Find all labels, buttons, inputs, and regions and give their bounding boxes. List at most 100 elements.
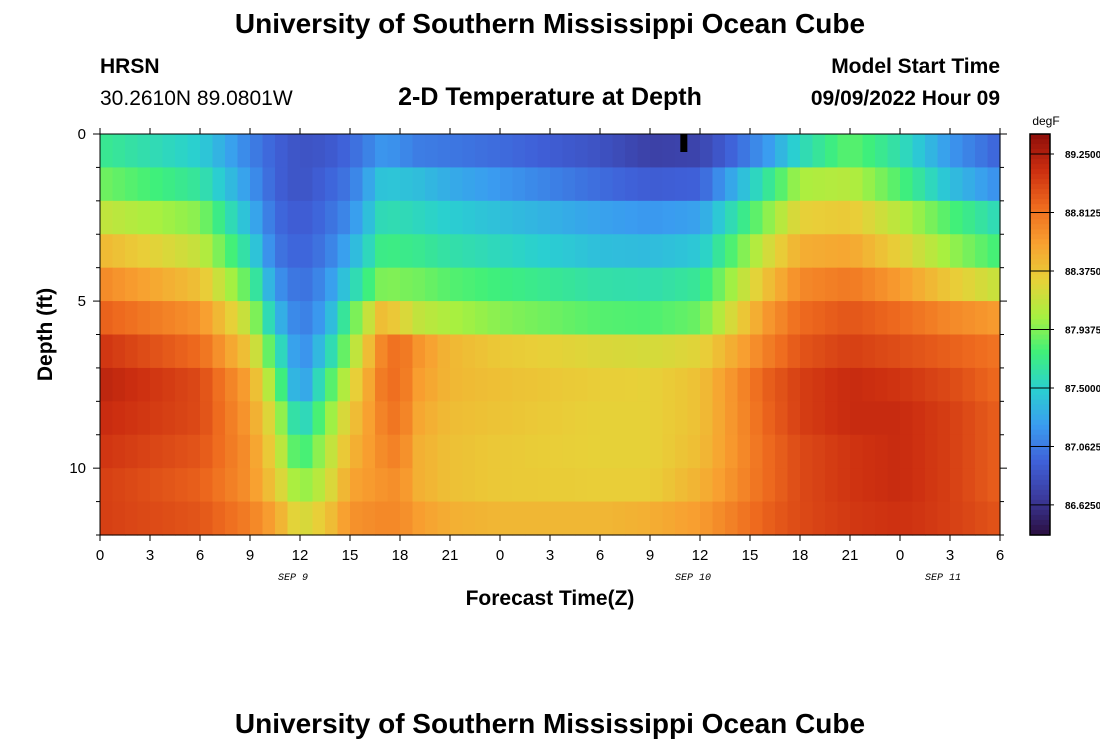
heatmap-cell xyxy=(712,134,726,169)
heatmap-cell xyxy=(600,401,614,436)
heatmap-cell xyxy=(925,200,939,235)
heatmap-cell xyxy=(250,434,264,469)
heatmap-cell xyxy=(812,501,826,536)
heatmap-cell xyxy=(987,200,1001,235)
heatmap-cell xyxy=(812,434,826,469)
heatmap-cell xyxy=(412,167,426,202)
heatmap-cell xyxy=(262,234,276,269)
heatmap-cell xyxy=(675,167,689,202)
heatmap-cell xyxy=(462,434,476,469)
heatmap-cell xyxy=(112,468,126,503)
heatmap-cell xyxy=(762,200,776,235)
heatmap-cell xyxy=(362,200,376,235)
x-tick-label: 21 xyxy=(442,547,459,564)
heatmap-cell xyxy=(975,334,989,369)
heatmap-cell xyxy=(775,468,789,503)
heatmap-cell xyxy=(900,367,914,402)
heatmap-cell xyxy=(900,234,914,269)
colorbar-cell xyxy=(1030,174,1050,180)
heatmap-cell xyxy=(787,200,801,235)
heatmap-cell xyxy=(775,401,789,436)
heatmap-cell xyxy=(500,501,514,536)
colorbar-cell xyxy=(1030,414,1050,421)
colorbar-cell xyxy=(1030,184,1050,190)
heatmap-cell xyxy=(925,167,939,202)
heatmap-cell xyxy=(300,468,314,503)
heatmap-cell xyxy=(450,401,464,436)
heatmap-cell xyxy=(200,468,214,503)
heatmap-cell xyxy=(262,434,276,469)
heatmap-cell xyxy=(750,468,764,503)
heatmap-cell xyxy=(862,468,876,503)
heatmap-cell xyxy=(562,134,576,169)
heatmap-cell xyxy=(637,200,651,235)
heatmap-cell xyxy=(887,301,901,336)
heatmap-cell xyxy=(587,367,601,402)
heatmap-cell xyxy=(350,267,364,302)
heatmap-cell xyxy=(950,234,964,269)
heatmap-cell xyxy=(512,301,526,336)
heatmap-cell xyxy=(212,334,226,369)
heatmap-cell xyxy=(587,267,601,302)
heatmap-cell xyxy=(812,167,826,202)
heatmap-cell xyxy=(400,434,414,469)
colorbar-cell xyxy=(1030,449,1050,456)
heatmap-cell xyxy=(850,434,864,469)
heatmap-cell xyxy=(362,167,376,202)
heatmap-cell xyxy=(187,301,201,336)
heatmap-cell xyxy=(312,501,326,536)
heatmap-cell xyxy=(650,367,664,402)
heatmap-cell xyxy=(225,267,239,302)
heatmap-cell xyxy=(450,200,464,235)
heatmap-cell xyxy=(562,267,576,302)
heatmap-cell xyxy=(300,134,314,169)
heatmap-cell xyxy=(725,468,739,503)
colorbar-cell xyxy=(1030,334,1050,341)
heatmap-cell xyxy=(137,167,151,202)
heatmap-cell xyxy=(162,134,176,169)
heatmap-cell xyxy=(325,434,339,469)
colorbar-cell xyxy=(1030,259,1050,265)
heatmap-cell xyxy=(987,234,1001,269)
heatmap-cell xyxy=(650,501,664,536)
heatmap-cell xyxy=(225,501,239,536)
heatmap-cell xyxy=(275,234,289,269)
heatmap-cell xyxy=(137,401,151,436)
heatmap-cell xyxy=(725,301,739,336)
heatmap-cell xyxy=(225,468,239,503)
heatmap-cell xyxy=(612,334,626,369)
heatmap-cell xyxy=(375,434,389,469)
heatmap-cell xyxy=(562,401,576,436)
heatmap-cell xyxy=(225,134,239,169)
heatmap-cell xyxy=(962,200,976,235)
colorbar-label: 88.3750 xyxy=(1065,267,1100,278)
heatmap-cell xyxy=(612,267,626,302)
heatmap-cell xyxy=(775,134,789,169)
heatmap-cell xyxy=(937,134,951,169)
heatmap-cell xyxy=(637,401,651,436)
heatmap-cell xyxy=(525,434,539,469)
heatmap-cell xyxy=(437,468,451,503)
heatmap-cell xyxy=(175,301,189,336)
x-tick-label: 0 xyxy=(896,547,904,564)
heatmap-cell xyxy=(637,167,651,202)
heatmap-cell xyxy=(612,468,626,503)
heatmap-cell xyxy=(562,434,576,469)
heatmap-cell xyxy=(512,134,526,169)
colorbar-cell xyxy=(1030,279,1050,285)
heatmap-cell xyxy=(450,434,464,469)
heatmap-cell xyxy=(325,234,339,269)
heatmap-cell xyxy=(837,234,851,269)
colorbar-cell xyxy=(1030,524,1050,531)
heatmap-cell xyxy=(925,301,939,336)
heatmap-cell xyxy=(587,468,601,503)
heatmap-cell xyxy=(687,434,701,469)
colorbar-cell xyxy=(1030,274,1050,280)
heatmap-cell xyxy=(750,200,764,235)
heatmap-cell xyxy=(375,468,389,503)
heatmap-cell xyxy=(612,401,626,436)
heatmap-cell xyxy=(325,468,339,503)
y-axis: 0 5 10 Depth (ft) xyxy=(34,126,1007,536)
heatmap-cell xyxy=(775,501,789,536)
heatmap-cell xyxy=(300,401,314,436)
